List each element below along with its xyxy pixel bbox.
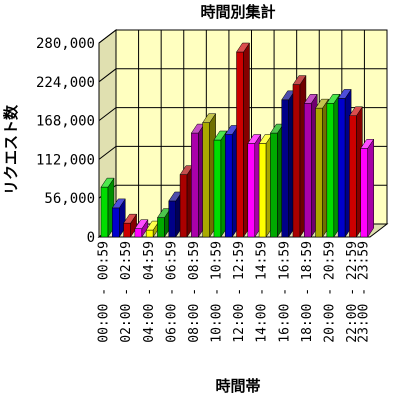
bar-front bbox=[157, 217, 165, 238]
bar-front bbox=[281, 99, 289, 238]
bar-top bbox=[202, 113, 217, 123]
bar-front bbox=[236, 51, 244, 238]
bar-front bbox=[360, 148, 368, 238]
x-tick-label: 20:00 - 20:59 bbox=[322, 241, 337, 343]
bar-top bbox=[111, 198, 126, 209]
bar-top bbox=[134, 219, 149, 229]
bar-front bbox=[315, 107, 323, 238]
x-tick-label: 14:00 - 14:59 bbox=[255, 241, 270, 343]
bar-front bbox=[304, 103, 312, 238]
bar-front bbox=[202, 122, 210, 238]
bar-front bbox=[326, 103, 335, 238]
bar-top bbox=[337, 89, 352, 99]
y-axis-ticks: 0 56,000 112,000 168,000 224,000 280,000 bbox=[36, 36, 95, 246]
y-tick-label: 224,000 bbox=[36, 75, 95, 91]
x-tick-label: 04:00 - 04:59 bbox=[142, 241, 157, 343]
x-tick-label: 18:00 - 18:59 bbox=[300, 241, 315, 343]
bar-front bbox=[337, 98, 346, 238]
bar bbox=[360, 138, 375, 238]
bars bbox=[100, 42, 375, 238]
x-tick-label: 06:00 - 06:59 bbox=[164, 241, 179, 343]
bar-front bbox=[179, 174, 188, 238]
bar-front bbox=[258, 143, 267, 238]
x-tick-label: 02:00 - 02:59 bbox=[119, 241, 134, 343]
bar-top bbox=[100, 177, 115, 188]
bar-front bbox=[247, 143, 256, 238]
y-tick-label: 0 bbox=[87, 230, 95, 246]
bar-top bbox=[247, 134, 262, 144]
bar-top bbox=[348, 106, 363, 116]
x-tick-label: 23:00 - 23:59 bbox=[356, 241, 371, 343]
y-tick-label: 112,000 bbox=[36, 152, 95, 168]
bar-front bbox=[100, 186, 109, 238]
bar-front bbox=[112, 207, 120, 238]
x-axis-label: 時間帯 bbox=[215, 377, 260, 395]
bar-side bbox=[367, 138, 374, 238]
bar-front bbox=[168, 200, 177, 238]
x-tick-label: 10:00 - 10:59 bbox=[210, 241, 225, 343]
bar-top bbox=[236, 42, 250, 53]
y-tick-label: 280,000 bbox=[36, 36, 95, 52]
bar-front bbox=[145, 229, 154, 238]
bar-front bbox=[292, 84, 301, 238]
bar-top bbox=[213, 130, 228, 141]
bar-front bbox=[191, 132, 199, 238]
x-tick-label: 12:00 - 12:59 bbox=[232, 241, 247, 343]
y-tick-label: 56,000 bbox=[44, 191, 95, 207]
bar-front bbox=[134, 228, 143, 238]
bar-top bbox=[315, 98, 330, 109]
bar-front bbox=[270, 132, 278, 238]
x-tick-label: 08:00 - 08:59 bbox=[187, 241, 202, 343]
bar-front bbox=[349, 115, 357, 238]
bar-top bbox=[360, 139, 375, 149]
x-tick-label: 00:00 - 00:59 bbox=[97, 241, 112, 343]
bar-top bbox=[326, 94, 341, 104]
x-tick-label: 22:00 - 22:59 bbox=[345, 241, 360, 343]
y-axis-label: リクエスト数 bbox=[2, 104, 20, 195]
bar bbox=[134, 218, 149, 238]
bar-front bbox=[123, 222, 131, 238]
y-tick-label: 168,000 bbox=[36, 114, 95, 130]
x-axis-ticks: 00:00 - 00:59 02:00 - 02:59 04:00 - 04:59 0… bbox=[97, 241, 372, 343]
bar-top bbox=[303, 94, 318, 104]
bar-top bbox=[123, 213, 138, 224]
bar-front bbox=[224, 134, 233, 238]
bar-top bbox=[292, 75, 307, 85]
bar-front bbox=[213, 139, 222, 238]
chart-title: 時間別集計 bbox=[200, 3, 275, 21]
x-tick-label: 16:00 - 16:59 bbox=[277, 241, 292, 343]
